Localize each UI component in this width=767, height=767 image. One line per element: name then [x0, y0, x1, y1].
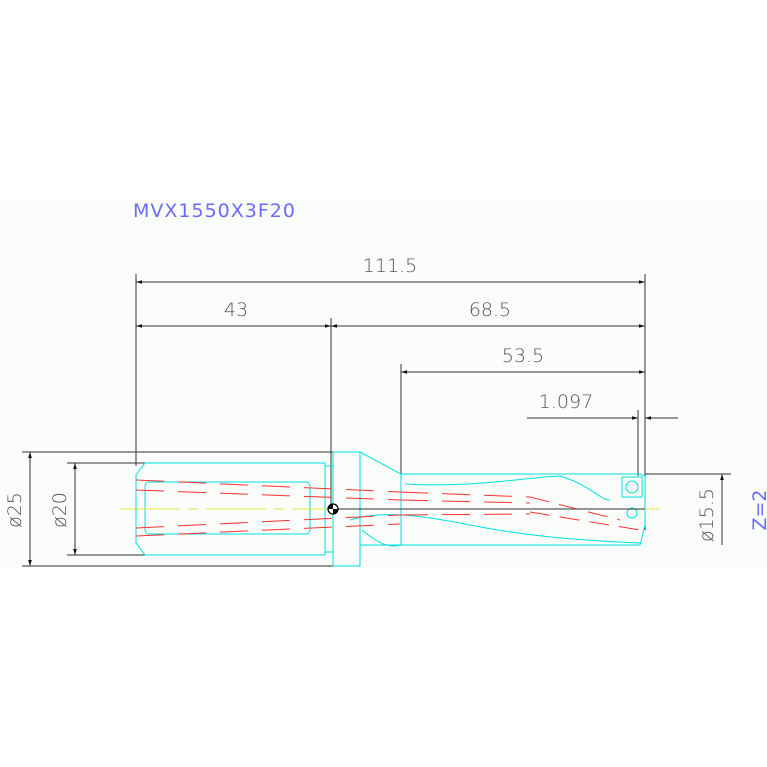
insert	[621, 476, 643, 498]
dim-flange-diameter: ø25	[4, 492, 26, 528]
dim-drill-diameter: ø15.5	[696, 488, 718, 542]
drill-body	[401, 473, 646, 546]
shank-flat	[144, 481, 311, 535]
flange	[332, 451, 402, 567]
coolant-holes	[135, 479, 641, 537]
dim-body-length: 68.5	[469, 299, 511, 321]
extension-lines	[22, 274, 731, 567]
dim-shank-length: 43	[224, 299, 248, 321]
tool-outline	[135, 451, 646, 567]
flute-count: Z=2	[749, 489, 767, 530]
flute-lower	[349, 514, 641, 544]
flute-upper	[404, 475, 611, 501]
datum-point-icon	[327, 503, 339, 515]
shank	[135, 462, 326, 556]
dim-shank-diameter: ø20	[49, 492, 71, 528]
dimension-lines	[28, 280, 724, 566]
model-title: MVX1550X3F20	[133, 200, 296, 222]
dim-tip-offset: 1.097	[539, 391, 593, 413]
dim-flute-length: 53.5	[502, 345, 544, 367]
insert-screw	[625, 480, 639, 494]
drawing-band	[0, 200, 767, 567]
dim-overall-length: 111.5	[363, 255, 417, 277]
